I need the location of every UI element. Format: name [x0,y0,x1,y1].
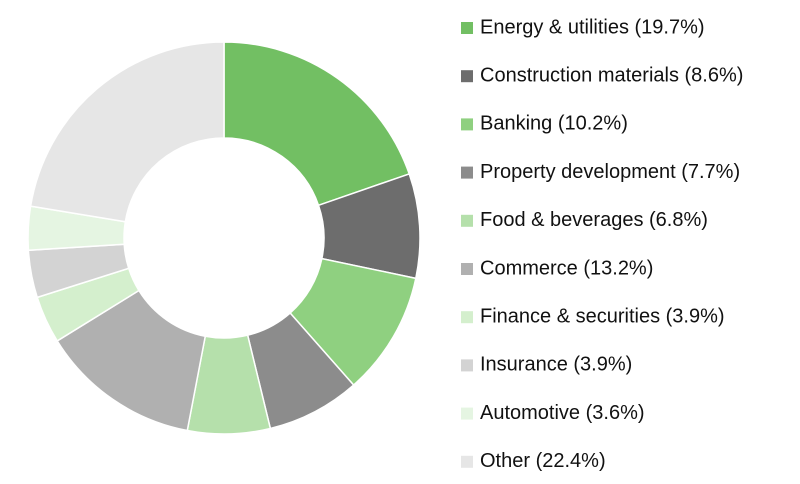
legend-swatch [461,359,473,372]
legend-label: Property development (7.7%) [480,161,740,183]
legend-label: Banking (10.2%) [480,113,628,135]
legend-swatch [461,118,473,131]
legend-label: Automotive (3.6%) [480,402,645,424]
legend-swatch [461,22,473,34]
legend-swatch [461,214,473,227]
legend-label: Energy & utilities (19.7%) [480,16,705,38]
legend-swatch [461,166,473,179]
legend-swatch [461,311,473,324]
legend-swatch [461,407,473,420]
legend-swatch [461,455,473,468]
legend-label: Commerce (13.2%) [480,257,653,279]
legend-label: Other (22.4%) [480,450,606,472]
donut-slice [223,41,411,207]
legend-label: Insurance (3.9%) [480,354,632,376]
legend-label: Food & beverages (6.8%) [480,209,708,231]
legend-label: Construction materials (8.6%) [480,64,743,86]
donut-slice [29,41,225,223]
legend-label: Finance & securities (3.9%) [480,305,725,327]
legend-swatch [461,70,473,83]
legend-swatch [461,263,473,275]
